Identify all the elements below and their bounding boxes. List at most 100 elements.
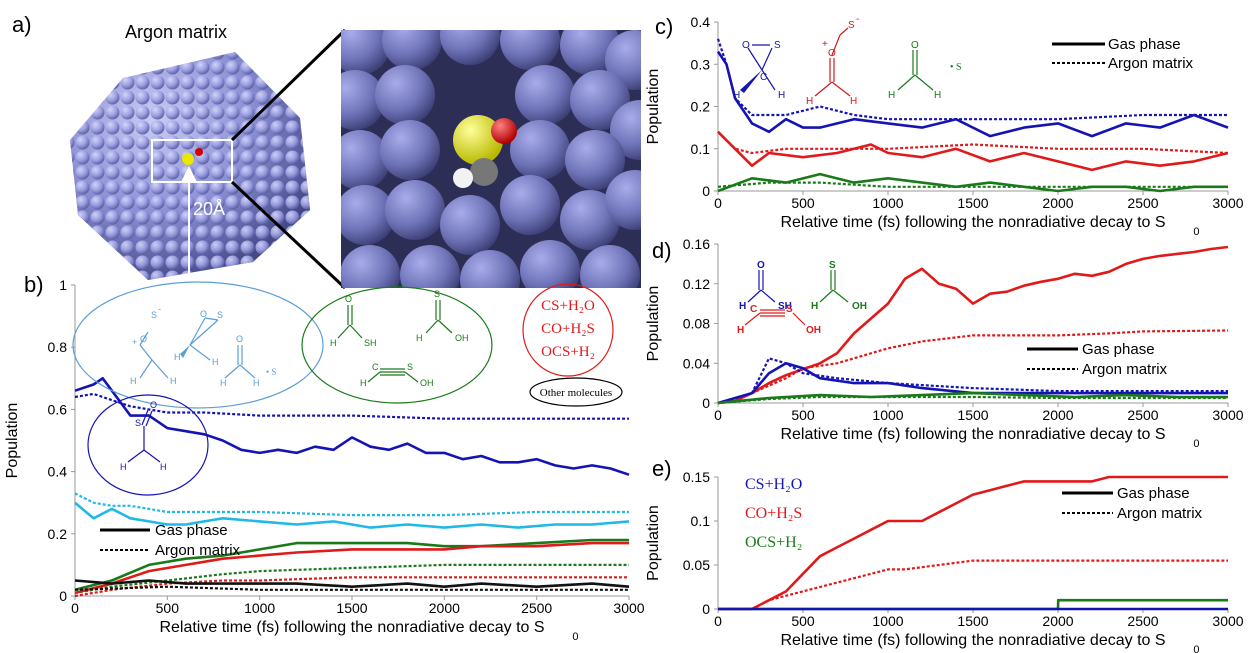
lb-h2: H xyxy=(170,376,177,386)
c-db-o: O xyxy=(742,40,750,51)
y-tick-label: 0.1 xyxy=(691,513,711,529)
y-tick-label: 0 xyxy=(702,395,710,411)
gb-s1: S xyxy=(434,289,440,299)
zoom-oxygen-atom xyxy=(491,118,517,144)
product-co-h2s-e: CO+H₂S xyxy=(745,505,802,522)
legend-d-gas: Gas phase xyxy=(1082,341,1155,358)
c-g-sdot: • S xyxy=(950,62,962,73)
argon-atom xyxy=(560,190,620,250)
panel-b-annotations: Other molecules CS+H₂O CO+H₂S OCS+H₂ S -… xyxy=(72,281,623,559)
series-green-dashed xyxy=(717,395,1228,405)
gb-h1: H xyxy=(330,338,337,348)
x-axis-label: Relative time (fs) following the nonradi… xyxy=(159,619,544,636)
y-axis-label: Population xyxy=(645,286,662,362)
x-tick-label: 2500 xyxy=(1127,195,1158,211)
argon-atom xyxy=(500,30,560,70)
db-s: S xyxy=(135,418,141,428)
c-db-c: C xyxy=(760,72,767,83)
c-g-o: O xyxy=(911,40,919,51)
c-r-s: S xyxy=(848,20,855,31)
d-r-oh: OH xyxy=(806,325,821,336)
c-db-s: S xyxy=(774,40,781,51)
panel-label-b: b) xyxy=(24,272,44,297)
product-ocs-h2-e: OCS+H₂ xyxy=(745,534,802,551)
x-tick-label: 2500 xyxy=(521,600,552,616)
series-green-dashed xyxy=(717,181,1228,188)
x-axis-label-sub: 0 xyxy=(572,631,578,643)
chart-e: 0 500 1000 1500 2000 2500 3000 0 0.05 0.1 0.15 Rela… xyxy=(645,469,1244,653)
chart-d: 0 500 1000 1500 2000 2500 3000 0 0.04 0.08 0.12 0.1… xyxy=(645,236,1244,450)
x-tick-label: 1000 xyxy=(872,195,903,211)
argon-atom xyxy=(560,30,620,75)
x-tick-label: 500 xyxy=(156,600,180,616)
panel-label-e: e) xyxy=(652,456,672,481)
chart-c: 0 500 1000 1500 2000 2500 3000 0 0.1 0.2 0.3 0.4 Rel… xyxy=(645,14,1244,238)
argon-atom xyxy=(500,175,560,235)
d-r-h: H xyxy=(737,325,744,336)
series-darkblue-dashed xyxy=(716,38,1228,121)
y-tick-label: 0.04 xyxy=(683,355,710,371)
y-tick-label: 0.05 xyxy=(683,557,710,573)
argon-atom xyxy=(580,245,640,288)
lb-s2: S xyxy=(217,310,223,320)
series-darkblue-solid xyxy=(74,377,630,476)
chart-b: 0 500 1000 1500 2000 2500 3000 0 0.2 0.4 0.6 0.8 1 Re… xyxy=(4,277,645,643)
y-tick-label: 0.2 xyxy=(48,526,68,542)
panel-label-c: c) xyxy=(655,14,674,39)
argon-atom xyxy=(380,120,440,180)
series-green-solid xyxy=(718,598,1228,611)
x-tick-label: 2500 xyxy=(1127,407,1158,423)
lb-o2: O xyxy=(200,309,207,319)
argon-atom xyxy=(605,170,641,230)
d-db-o: O xyxy=(757,260,765,271)
y-tick-label: 0.6 xyxy=(48,401,68,417)
db-h1: H xyxy=(120,462,127,472)
y-tick-label: 0.08 xyxy=(683,316,710,332)
series-darkblue-dashed xyxy=(74,392,629,420)
y-tick-label: 0.4 xyxy=(691,14,711,30)
series-black-dashed xyxy=(74,585,629,591)
lb-s1: S xyxy=(151,310,157,320)
d-db-h: H xyxy=(739,301,746,312)
lb-o1: O xyxy=(140,334,147,344)
argon-atom xyxy=(341,245,400,288)
ellipse-green xyxy=(301,286,493,404)
x-tick-label: 2000 xyxy=(429,600,460,616)
x-axis-label-sub: 0 xyxy=(1193,438,1199,450)
x-axis-label: Relative time (fs) following the nonradi… xyxy=(780,632,1165,649)
lb-h6: H xyxy=(253,378,260,388)
x-tick-label: 1500 xyxy=(957,613,988,629)
c-g-h1: H xyxy=(888,90,895,101)
x-tick-label: 1500 xyxy=(336,600,367,616)
other-molecules-label: Other molecules xyxy=(540,387,612,399)
series-red-solid xyxy=(718,475,1228,611)
series-red-solid xyxy=(717,130,1229,172)
series-green-solid xyxy=(74,538,629,592)
legend-d-argon: Argon matrix xyxy=(1082,361,1168,378)
panel-d-annotations: Gas phase Argon matrix O H SH S H OH C S xyxy=(737,260,1168,378)
c-r-minus: - xyxy=(856,14,859,25)
ellipse-darkblue xyxy=(87,394,209,496)
x-tick-label: 0 xyxy=(714,195,722,211)
series-darkblue-dashed xyxy=(717,357,1228,405)
legend-b-argon: Argon matrix xyxy=(155,542,241,559)
x-axis-label: Relative time (fs) following the nonradi… xyxy=(780,426,1165,443)
lb-sdot: • S xyxy=(266,367,276,377)
y-tick-label: 0.15 xyxy=(683,469,710,485)
d-r-c: C xyxy=(750,304,757,315)
y-tick-label: 0.3 xyxy=(691,56,711,72)
lb-h3: H xyxy=(212,357,219,367)
argon-atom xyxy=(520,240,580,288)
product-cs-h2o-b: CS+H₂O xyxy=(541,298,595,314)
y-axis-label: Population xyxy=(645,69,662,145)
x-tick-label: 1000 xyxy=(872,613,903,629)
zoom-sulfur-atom xyxy=(453,115,503,165)
scale-label: 20Å xyxy=(193,199,225,219)
series-green-solid xyxy=(717,172,1228,193)
legend-b-gas: Gas phase xyxy=(155,522,228,539)
x-tick-label: 0 xyxy=(714,613,722,629)
d-r-s: S xyxy=(786,304,793,315)
gb-c: C xyxy=(372,362,379,372)
x-tick-label: 1000 xyxy=(872,407,903,423)
series-red-solid xyxy=(717,245,1229,405)
